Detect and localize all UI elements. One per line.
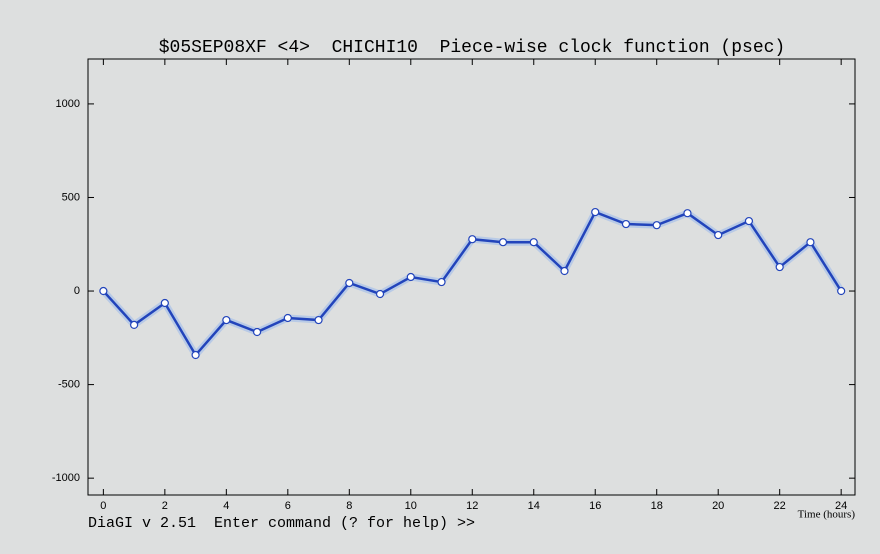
x-tick-label: 18 [651, 500, 663, 512]
x-axis-label: Time (hours) [798, 509, 856, 521]
data-point [130, 320, 139, 330]
x-tick-label: 24 [835, 500, 847, 512]
data-point [468, 235, 477, 244]
data-point [714, 230, 723, 240]
y-tick-label: 0 [74, 285, 80, 297]
data-point [314, 315, 323, 325]
data-point [560, 266, 569, 276]
x-tick-label: 20 [712, 500, 724, 512]
data-point [99, 286, 108, 296]
x-tick-label: 0 [100, 500, 106, 512]
x-tick-label: 10 [405, 500, 417, 512]
data-point [806, 238, 815, 247]
data-point [621, 219, 631, 229]
data-point [252, 327, 262, 337]
data-point [775, 262, 784, 272]
chart-title: $05SEP08XF <4> CHICHI10 Piece-wise clock… [159, 38, 786, 58]
x-tick-label: 8 [346, 500, 352, 512]
y-tick-label: -500 [58, 379, 80, 391]
data-point [160, 298, 169, 308]
data-point [498, 238, 508, 247]
x-tick-label: 6 [285, 500, 291, 512]
x-tick-label: 4 [223, 500, 229, 512]
x-tick-label: 16 [589, 500, 601, 512]
x-tick-label: 22 [774, 500, 786, 512]
data-point [345, 278, 354, 288]
x-tick-label: 2 [162, 500, 168, 512]
data-point [529, 238, 538, 247]
y-tick-label: -1000 [52, 472, 80, 484]
x-tick-label: 14 [528, 500, 540, 512]
status-line[interactable]: DiaGI v 2.51 Enter command (? for help) … [88, 515, 475, 532]
y-tick-label: 1000 [56, 98, 80, 110]
data-point [406, 272, 415, 282]
data-point [683, 209, 692, 218]
data-point [191, 350, 200, 360]
data-point [375, 289, 385, 299]
data-point [744, 216, 754, 226]
x-tick-label: 12 [466, 500, 478, 512]
data-point [437, 277, 446, 287]
data-point [591, 207, 600, 217]
plot-frame [87, 58, 856, 496]
y-tick-label: 500 [62, 191, 80, 203]
data-point [652, 221, 661, 230]
data-point [283, 313, 292, 323]
data-point [222, 315, 231, 325]
data-point [837, 286, 846, 296]
